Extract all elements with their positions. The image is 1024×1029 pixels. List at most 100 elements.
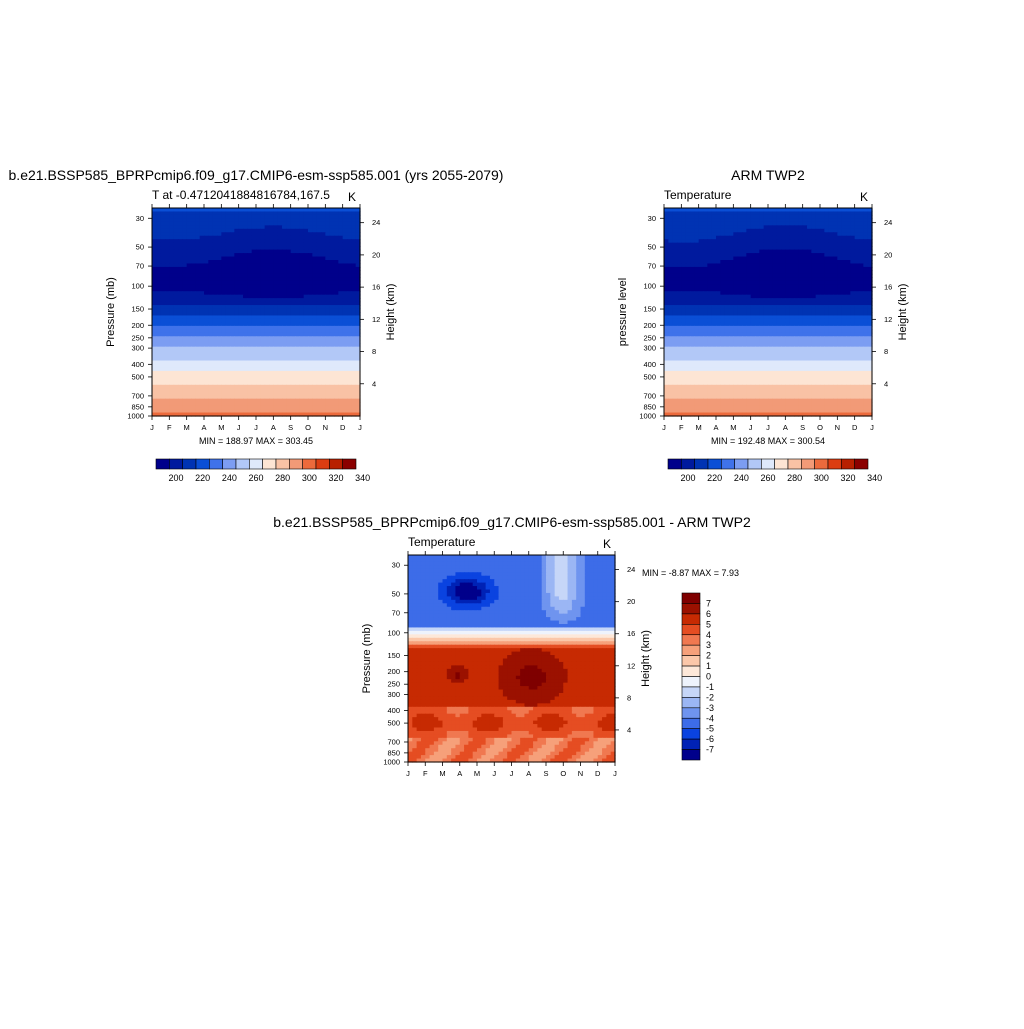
contour-cell bbox=[278, 340, 283, 344]
contour-cell bbox=[321, 302, 326, 306]
contour-cell bbox=[325, 399, 330, 403]
contour-cell bbox=[829, 284, 834, 288]
contour-cell bbox=[256, 326, 261, 330]
contour-cell bbox=[833, 343, 838, 347]
contour-cell bbox=[299, 295, 304, 299]
contour-cell bbox=[230, 208, 235, 212]
contour-cell bbox=[308, 333, 313, 337]
contour-cell bbox=[863, 236, 868, 240]
contour-cell bbox=[226, 371, 231, 375]
contour-cell bbox=[247, 399, 252, 403]
contour-cell bbox=[677, 326, 682, 330]
contour-cell bbox=[707, 340, 712, 344]
contour-cell bbox=[312, 395, 317, 399]
contour-cell bbox=[330, 281, 335, 285]
contour-cell bbox=[837, 232, 842, 236]
contour-cell bbox=[755, 326, 760, 330]
contour-cell bbox=[777, 274, 782, 278]
contour-cell bbox=[243, 257, 248, 261]
contour-cell bbox=[299, 329, 304, 333]
contour-cell bbox=[742, 277, 747, 281]
contour-cell bbox=[182, 340, 187, 344]
contour-cell bbox=[846, 347, 851, 351]
contour-cell bbox=[286, 336, 291, 340]
contour-cell bbox=[221, 309, 226, 313]
contour-cell bbox=[330, 215, 335, 219]
contour-cell bbox=[751, 295, 756, 299]
contour-cell bbox=[681, 211, 686, 215]
contour-cell bbox=[716, 281, 721, 285]
contour-cell bbox=[668, 270, 673, 274]
contour-cell bbox=[286, 381, 291, 385]
contour-cell bbox=[811, 270, 816, 274]
contour-cell bbox=[842, 315, 847, 319]
contour-cell bbox=[781, 225, 786, 229]
contour-cell bbox=[859, 257, 864, 261]
contour-cell bbox=[204, 263, 209, 267]
contour-cell bbox=[252, 250, 257, 254]
contour-cell bbox=[738, 298, 743, 302]
contour-cell bbox=[208, 281, 213, 285]
contour-cell bbox=[204, 381, 209, 385]
contour-cell bbox=[295, 267, 300, 271]
contour-cell bbox=[187, 315, 192, 319]
contour-cell bbox=[208, 388, 213, 392]
contour-cell bbox=[252, 246, 257, 250]
contour-cell bbox=[247, 309, 252, 313]
contour-cell bbox=[243, 371, 248, 375]
contour-cell bbox=[256, 395, 261, 399]
contour-cell bbox=[187, 291, 192, 295]
contour-cell bbox=[269, 298, 274, 302]
contour-cell bbox=[785, 236, 790, 240]
contour-cell bbox=[729, 288, 734, 292]
contour-cell bbox=[239, 343, 244, 347]
contour-cell bbox=[226, 315, 231, 319]
contour-cell bbox=[798, 208, 803, 212]
contour-cell bbox=[742, 322, 747, 326]
contour-cell bbox=[291, 211, 296, 215]
contour-cell bbox=[156, 343, 161, 347]
contour-cell bbox=[807, 211, 812, 215]
contour-cell bbox=[230, 378, 235, 382]
contour-cell bbox=[733, 229, 738, 233]
contour-cell bbox=[334, 232, 339, 236]
contour-cell bbox=[816, 343, 821, 347]
contour-cell bbox=[677, 229, 682, 233]
contour-cell bbox=[720, 239, 725, 243]
contour-cell bbox=[213, 208, 218, 212]
contour-cell bbox=[330, 319, 335, 323]
contour-cell bbox=[703, 277, 708, 281]
contour-cell bbox=[733, 246, 738, 250]
contour-cell bbox=[338, 288, 343, 292]
contour-cell bbox=[729, 347, 734, 351]
contour-cell bbox=[174, 253, 179, 257]
contour-cell bbox=[187, 263, 192, 267]
contour-cell bbox=[282, 319, 287, 323]
contour-cell bbox=[230, 270, 235, 274]
contour-cell bbox=[664, 326, 669, 330]
contour-cell bbox=[169, 250, 174, 254]
contour-cell bbox=[152, 295, 157, 299]
contour-cell bbox=[677, 232, 682, 236]
colorbar-swatch bbox=[209, 459, 222, 469]
contour-cell bbox=[217, 225, 222, 229]
contour-cell bbox=[664, 291, 669, 295]
contour-cell bbox=[351, 281, 356, 285]
contour-cell bbox=[191, 250, 196, 254]
contour-cell bbox=[295, 374, 300, 378]
min-max-label: MIN = 188.97 MAX = 303.45 bbox=[199, 436, 313, 446]
contour-cell bbox=[690, 253, 695, 257]
contour-cell bbox=[746, 222, 751, 226]
contour-cell bbox=[273, 350, 278, 354]
contour-cell bbox=[156, 284, 161, 288]
contour-cell bbox=[790, 211, 795, 215]
contour-cell bbox=[829, 281, 834, 285]
contour-cell bbox=[247, 295, 252, 299]
contour-cell bbox=[343, 288, 348, 292]
contour-cell bbox=[859, 246, 864, 250]
contour-cell bbox=[191, 277, 196, 281]
contour-cell bbox=[174, 326, 179, 330]
contour-cell bbox=[282, 302, 287, 306]
contour-cell bbox=[252, 354, 257, 358]
contour-cell bbox=[234, 388, 239, 392]
